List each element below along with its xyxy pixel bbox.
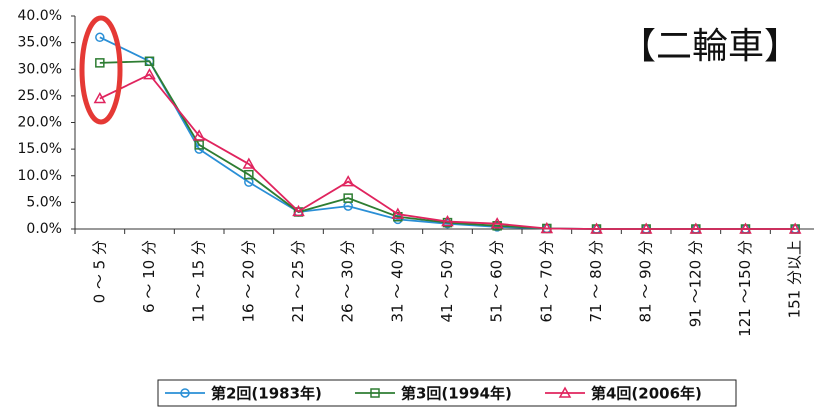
point bbox=[192, 129, 206, 141]
point bbox=[558, 386, 572, 398]
x-tick-label: 121 ～150 分 bbox=[736, 240, 754, 337]
point bbox=[343, 193, 353, 203]
point bbox=[180, 388, 190, 398]
series-line bbox=[99, 73, 796, 230]
point bbox=[194, 140, 204, 150]
point bbox=[788, 222, 802, 234]
x-tick-label: 151 分以上 bbox=[786, 240, 804, 318]
point bbox=[95, 32, 105, 43]
x-tick-label: 61 ～ 70 分 bbox=[537, 240, 555, 322]
point bbox=[590, 222, 603, 234]
x-tick-label: 81 ～ 90 分 bbox=[637, 240, 655, 322]
x-tick-label: 71 ～ 80 分 bbox=[587, 240, 605, 322]
point bbox=[292, 204, 305, 217]
x-tick-label: 91 ～120 分 bbox=[686, 240, 704, 327]
series-line bbox=[99, 60, 796, 230]
y-tick-label: 10.0% bbox=[18, 168, 62, 184]
legend-label: 第4回(2006年) bbox=[591, 385, 702, 403]
point bbox=[391, 207, 405, 219]
point bbox=[143, 68, 156, 80]
x-tick-label: 21 ～ 25 分 bbox=[289, 240, 307, 322]
x-tick-label: 0 ～ 5 分 bbox=[90, 240, 108, 303]
legend-label: 第2回(1983年) bbox=[211, 385, 322, 403]
annotation: 【二輪車】 bbox=[620, 26, 800, 67]
x-tick-label: 26 ～ 30 分 bbox=[339, 240, 357, 322]
y-tick-label: 25.0% bbox=[18, 88, 62, 104]
x-tick-label: 31 ～ 40 分 bbox=[388, 240, 406, 322]
point bbox=[370, 388, 380, 398]
x-tick-label: 41 ～ 50 分 bbox=[438, 240, 456, 322]
y-tick-label: 20.0% bbox=[18, 115, 62, 131]
y-tick-label: 5.0% bbox=[26, 194, 62, 210]
point bbox=[144, 56, 155, 67]
point bbox=[689, 222, 703, 234]
point bbox=[540, 221, 554, 234]
x-tick-label: 6 ～ 10 分 bbox=[140, 240, 158, 313]
y-tick-label: 35.0% bbox=[18, 35, 62, 51]
y-tick-label: 30.0% bbox=[18, 61, 62, 77]
point bbox=[244, 169, 254, 180]
point bbox=[639, 222, 653, 234]
point bbox=[490, 217, 504, 229]
point bbox=[441, 215, 454, 227]
legend-box bbox=[157, 379, 737, 407]
point bbox=[93, 91, 107, 104]
point bbox=[341, 175, 355, 187]
point bbox=[739, 222, 752, 234]
point bbox=[242, 157, 256, 169]
x-tick-label: 11 ～ 15 分 bbox=[190, 240, 208, 322]
highlight-ellipse bbox=[79, 15, 123, 125]
y-tick-label: 0.0% bbox=[26, 221, 62, 237]
y-tick-label: 40.0% bbox=[18, 8, 62, 24]
x-tick-label: 16 ～ 20 分 bbox=[239, 240, 257, 322]
y-tick-label: 15.0% bbox=[18, 141, 62, 157]
point bbox=[95, 58, 105, 68]
x-tick-label: 51 ～ 60 分 bbox=[488, 240, 506, 322]
legend-label: 第3回(1994年) bbox=[401, 385, 512, 403]
